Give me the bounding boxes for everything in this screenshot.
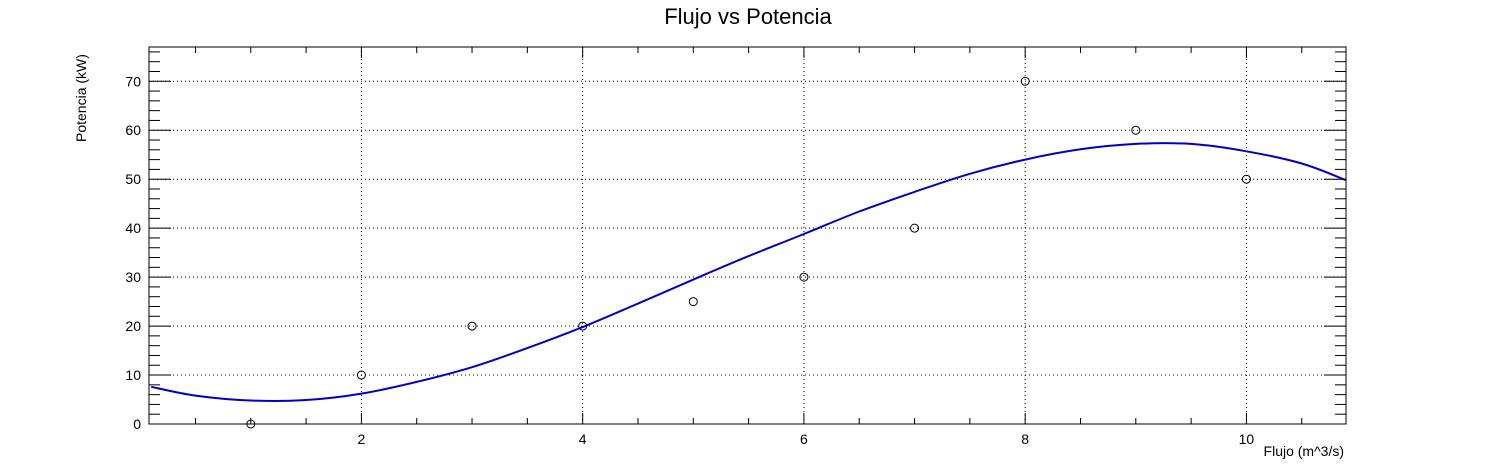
x-tick-label: 2: [358, 431, 366, 447]
plot-frame: [148, 46, 1347, 425]
data-point: [910, 223, 920, 233]
data-point: [1241, 174, 1251, 184]
x-tick-label: 4: [579, 431, 587, 447]
x-tick-label: 8: [1021, 431, 1029, 447]
grid: [149, 47, 1346, 424]
y-tick-label: 20: [125, 318, 141, 334]
y-tick-label: 50: [125, 171, 141, 187]
fit-curve: [151, 142, 1347, 402]
data-point: [578, 321, 588, 331]
minor-ticks: [149, 47, 1346, 424]
data-point: [1131, 125, 1141, 135]
y-axis-label: Potencia (kW): [73, 54, 89, 142]
data-point: [799, 272, 809, 282]
fit-curve-group: [151, 142, 1347, 402]
data-point: [467, 321, 477, 331]
y-tick-label: 10: [125, 367, 141, 383]
axis-ticks: 2 4 6 8 10 0 10 20 30 40 50 60 70: [125, 47, 1346, 447]
data-points: [246, 76, 1251, 429]
data-point: [356, 370, 366, 380]
y-tick-label: 30: [125, 269, 141, 285]
data-point: [688, 297, 698, 307]
data-point: [1020, 76, 1030, 86]
chart-title: Flujo vs Potencia: [664, 4, 832, 29]
y-tick-label: 40: [125, 220, 141, 236]
y-tick-label: 70: [125, 73, 141, 89]
y-tick-label: 60: [125, 122, 141, 138]
x-axis-label: Flujo (m^3/s): [1264, 443, 1344, 459]
x-tick-label: 10: [1239, 431, 1255, 447]
y-tick-label: 0: [133, 416, 141, 432]
x-tick-label: 6: [800, 431, 808, 447]
